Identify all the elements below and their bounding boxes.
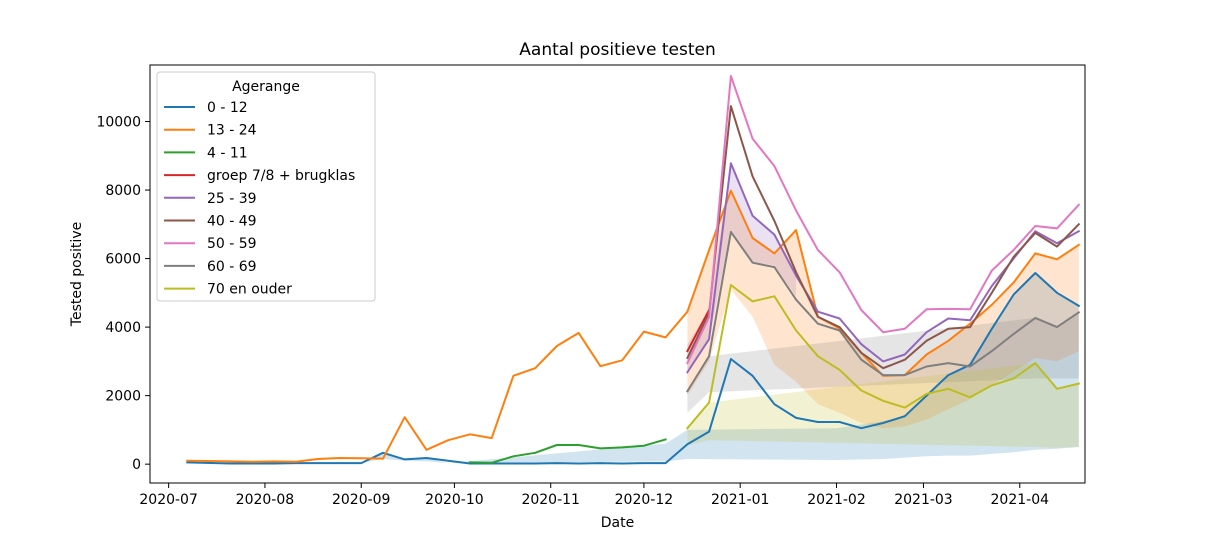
legend-label-groep-7-8-brugklas: groep 7/8 + brugklas (207, 168, 355, 184)
legend-label-13-24: 13 - 24 (207, 123, 257, 139)
x-tick-label: 2021-04 (991, 492, 1050, 508)
band-0-12 (361, 273, 1079, 464)
x-tick-label: 2021-01 (711, 492, 770, 508)
series-line-40-49 (686, 105, 1081, 370)
x-axis: 2020-07 2020-08 2020-09 2020-10 2020-11 2020-… (139, 483, 1049, 508)
x-tick-label: 2020-10 (425, 492, 484, 508)
legend: Agerange 0 - 12 13 - 24 4 - 11 groep 7/8 + … (156, 71, 376, 302)
legend-label-4-11: 4 - 11 (207, 145, 248, 161)
legend-label-40-49: 40 - 49 (207, 214, 257, 230)
y-axis-label: Tested positive (69, 222, 85, 327)
legend-items: 0 - 12 13 - 24 4 - 11 groep 7/8 + brugklas 2… (164, 100, 355, 298)
y-tick-label: 4000 (105, 320, 141, 336)
x-tick-label: 2020-12 (615, 492, 674, 508)
legend-label-50-59: 50 - 59 (207, 236, 257, 252)
series-line-70-en-ouder (685, 284, 1081, 430)
legend-label-70-en-ouder: 70 en ouder (207, 282, 292, 298)
y-tick-label: 8000 (105, 183, 141, 199)
x-tick-label: 2020-08 (236, 492, 295, 508)
band-13-24 (687, 190, 1079, 429)
legend-label-60-69: 60 - 69 (207, 259, 257, 275)
x-tick-label: 2020-07 (139, 492, 198, 508)
x-tick-label: 2021-03 (894, 492, 953, 508)
plot-frame (149, 64, 1086, 484)
y-tick-label: 6000 (105, 252, 141, 268)
series-line-50-59 (686, 75, 1081, 365)
x-axis-label: Date (601, 515, 634, 531)
legend-label-0-12: 0 - 12 (207, 100, 248, 116)
band-25-39 (687, 163, 797, 373)
x-tick-label: 2020-09 (332, 492, 391, 508)
y-tick-label: 0 (132, 457, 141, 473)
series-line-groep-7-8-brugklas (686, 308, 711, 353)
series-lines (186, 75, 1081, 465)
legend-label-25-39: 25 - 39 (207, 191, 257, 207)
legend-title: Agerange (232, 79, 300, 95)
y-tick-label: 2000 (105, 389, 141, 405)
chart-title: Aantal positieve testen (519, 40, 715, 60)
series-line-4-11 (468, 438, 667, 464)
band-60-69 (687, 312, 1079, 413)
series-line-60-69 (686, 230, 1081, 393)
x-tick-label: 2020-11 (521, 492, 580, 508)
confidence-bands (361, 163, 1079, 464)
legend-frame (156, 71, 376, 302)
y-axis: 0 2000 4000 6000 8000 10000 (96, 115, 150, 473)
y-tick-label: 10000 (96, 115, 141, 131)
series-line-13-24 (186, 189, 1081, 463)
x-tick-label: 2021-02 (807, 492, 866, 508)
band-70-en-ouder (687, 363, 1079, 448)
